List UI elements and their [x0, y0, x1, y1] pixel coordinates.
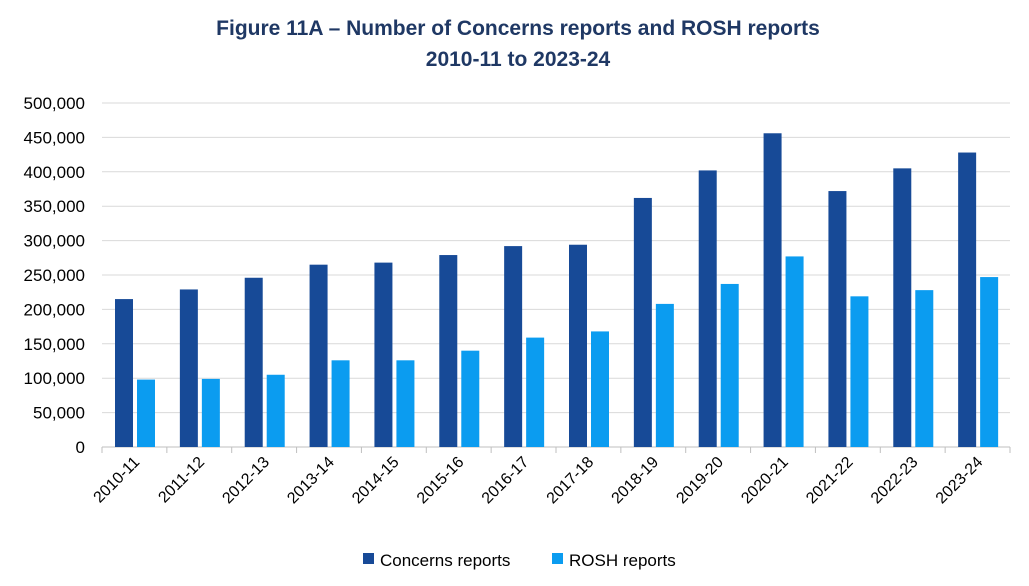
bar-rosh-reports — [720, 283, 739, 447]
bar-concerns-reports — [633, 197, 652, 447]
y-axis: 0 50,000 100,000 150,000 200,000 250,000 300,0… — [24, 94, 85, 457]
x-tick-label: 2013-14 — [284, 454, 338, 508]
chart-title: Figure 11A – Number of Concerns reports … — [216, 17, 820, 40]
bar-concerns-reports — [504, 246, 523, 447]
legend-swatch-concerns — [363, 553, 374, 564]
x-tick-label: 2019-20 — [673, 454, 727, 508]
legend-swatch-rosh — [552, 553, 563, 564]
bar-rosh-reports — [526, 337, 545, 447]
bar-concerns-reports — [309, 264, 328, 447]
bars — [115, 133, 999, 448]
bar-rosh-reports — [980, 277, 999, 447]
bar-concerns-reports — [893, 168, 912, 448]
y-tick-label: 450,000 — [24, 128, 85, 147]
y-tick-label: 100,000 — [24, 369, 85, 388]
bar-rosh-reports — [785, 256, 804, 447]
x-tick-label: 2015-16 — [414, 454, 468, 508]
y-tick-label: 500,000 — [24, 94, 85, 113]
y-tick-label: 250,000 — [24, 266, 85, 285]
legend-label-concerns: Concerns reports — [380, 551, 510, 570]
x-tick-label: 2012-13 — [219, 454, 273, 508]
chart-subtitle: 2010-11 to 2023-24 — [426, 48, 611, 71]
gridlines — [102, 102, 1010, 448]
x-tick-label: 2016-17 — [479, 454, 533, 508]
bar-rosh-reports — [137, 379, 155, 447]
bar-concerns-reports — [828, 191, 847, 447]
y-tick-label: 300,000 — [24, 232, 85, 251]
bar-concerns-reports — [958, 152, 977, 447]
legend: Concerns reports ROSH reports — [363, 551, 676, 570]
x-tick-label: 2011-12 — [155, 454, 208, 507]
bar-rosh-reports — [461, 350, 480, 447]
y-tick-label: 150,000 — [24, 335, 85, 354]
bar-concerns-reports — [763, 133, 782, 447]
bar-rosh-reports — [266, 374, 285, 447]
bar-concerns-reports — [244, 277, 263, 447]
bar-concerns-reports — [698, 170, 717, 447]
bar-rosh-reports — [850, 296, 869, 447]
x-tick-label: 2021-22 — [803, 454, 857, 508]
bar-rosh-reports — [591, 331, 609, 447]
y-tick-label: 350,000 — [24, 197, 85, 216]
x-tick-label: 2022-23 — [868, 454, 922, 508]
x-tick-label: 2018-19 — [609, 454, 663, 508]
x-tick-label: 2010-11 — [91, 454, 144, 507]
bar-rosh-reports — [396, 360, 415, 447]
bar-concerns-reports — [439, 255, 458, 447]
y-tick-label: 50,000 — [33, 404, 85, 423]
bar-rosh-reports — [201, 378, 220, 447]
bar-concerns-reports — [374, 262, 393, 447]
x-tick-label: 2014-15 — [349, 454, 403, 508]
bar-concerns-reports — [179, 289, 198, 447]
x-tick-label: 2023-24 — [933, 454, 987, 508]
y-tick-label: 200,000 — [24, 300, 85, 319]
bar-rosh-reports — [655, 303, 674, 447]
x-tick-label: 2017-18 — [544, 454, 598, 508]
y-tick-label: 0 — [76, 438, 85, 457]
x-axis: 2010-11 2011-12 2012-13 2013-14 2014-15 2015-… — [91, 447, 1011, 508]
bar-concerns-reports — [569, 244, 587, 447]
bar-concerns-reports — [115, 299, 133, 447]
bar-rosh-reports — [331, 360, 350, 447]
bar-rosh-reports — [915, 290, 934, 447]
y-tick-label: 400,000 — [24, 163, 85, 182]
legend-label-rosh: ROSH reports — [569, 551, 676, 570]
x-tick-label: 2020-21 — [738, 454, 792, 508]
